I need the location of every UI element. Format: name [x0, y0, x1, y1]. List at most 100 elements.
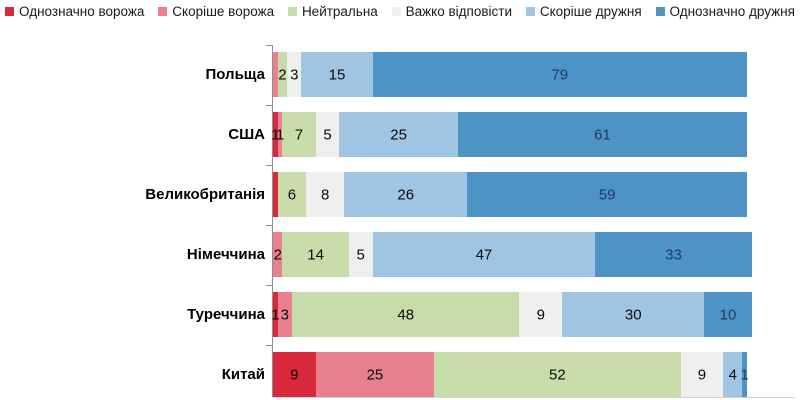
segment-value-label: 5 — [323, 126, 332, 143]
bar-segment-series-0: 9 — [273, 352, 316, 397]
segment-value-label: 26 — [397, 186, 415, 203]
legend: Однозначно ворожа Скоріше ворожа Нейтральн… — [5, 3, 795, 19]
segment-value-label: 1 — [271, 126, 280, 143]
legend-item-3: Важко відповісти — [391, 3, 513, 19]
segment-value-label: 5 — [356, 246, 365, 263]
bar-segment-series-3: 3 — [287, 52, 302, 97]
stacked-bar: 1 3 48 9 30 10 — [271, 292, 752, 337]
bar-segment-series-1: 25 — [315, 352, 435, 397]
y-axis-tick-3 — [266, 225, 272, 226]
segment-value-label: 1 — [275, 126, 285, 143]
segment-value-label: 1 — [740, 366, 749, 383]
bar-segment-series-2: 2 — [277, 52, 288, 97]
bar-segment-series-3: 5 — [348, 232, 373, 277]
segment-value-label: 4 — [728, 366, 737, 383]
bar-segment-series-0: 1 — [271, 112, 280, 157]
legend-item-0: Однозначно ворожа — [5, 4, 144, 19]
stacked-bar: 2 14 5 47 33 — [273, 232, 752, 277]
legend-item-4: Скоріше дружня — [525, 3, 642, 19]
chart-row-4: Туреччина 1 3 48 9 30 10 — [0, 285, 800, 345]
x-axis-baseline — [272, 397, 795, 398]
bar-segment-series-4: 4 — [723, 352, 743, 397]
category-label: Великобританія — [145, 186, 265, 203]
legend-label-0: Однозначно ворожа — [19, 3, 145, 19]
y-axis-tick-0 — [266, 45, 272, 46]
segment-value-label: 14 — [307, 246, 324, 263]
segment-value-label: 7 — [294, 126, 304, 143]
bar-segment-series-3: 5 — [315, 112, 340, 157]
segment-value-label: 15 — [328, 66, 346, 83]
segment-value-label: 6 — [287, 186, 297, 203]
bar-segment-series-5: 79 — [372, 52, 747, 97]
bar-segment-series-1: 3 — [277, 292, 292, 337]
legend-item-5: Однозначно дружня — [655, 3, 795, 19]
bar-segment-series-0: 1 — [271, 292, 280, 337]
segment-value-label: 9 — [290, 366, 299, 383]
legend-item-2: Нейтральна — [287, 3, 378, 19]
bar-segment-series-3: 9 — [680, 352, 724, 397]
category-label: Німеччина — [186, 246, 265, 263]
stacked-bar: 6 8 26 59 — [273, 172, 747, 217]
stacked-bar: 9 25 52 9 4 1 — [273, 352, 749, 397]
legend-label-2: Нейтральна — [301, 3, 378, 19]
legend-item-1: Скоріше ворожа — [158, 4, 274, 19]
category-label: Китай — [221, 366, 265, 383]
segment-value-label: 3 — [290, 66, 299, 83]
chart-row-3: Німеччина 2 14 5 47 33 — [0, 225, 800, 285]
bar-segment-series-0 — [273, 172, 278, 217]
segment-value-label: 25 — [390, 126, 407, 143]
segment-value-label: 61 — [594, 126, 611, 143]
bar-segment-series-2: 7 — [282, 112, 316, 157]
segment-value-label: 59 — [598, 186, 616, 203]
bar-segment-series-1: 2 — [273, 232, 283, 277]
category-label: Туреччина — [187, 306, 265, 323]
bar-segment-series-2: 52 — [434, 352, 681, 397]
legend-swatch-2 — [287, 6, 297, 16]
segment-value-label: 9 — [536, 306, 545, 323]
segment-value-label: 2 — [278, 66, 287, 83]
legend-label-5: Однозначно дружня — [669, 3, 795, 19]
bar-segment-series-5: 61 — [457, 112, 747, 157]
segment-value-label: 3 — [280, 306, 290, 323]
chart-row-2: Великобританія 6 8 26 59 — [0, 165, 800, 225]
segment-value-label: 25 — [366, 366, 384, 383]
segment-value-label: 47 — [475, 246, 493, 263]
segment-value-label: 30 — [624, 306, 642, 323]
segment-value-label: 33 — [665, 246, 682, 263]
stacked-bar: 2 3 15 79 — [273, 52, 747, 97]
category-label: США — [228, 126, 265, 143]
segment-value-label: 52 — [549, 366, 566, 383]
bar-segment-series-5: 59 — [467, 172, 747, 217]
segment-value-label: 9 — [697, 366, 707, 383]
chart-row-1: США 1 1 7 5 25 61 — [0, 105, 800, 165]
legend-swatch-5 — [655, 6, 665, 16]
segment-value-label: 2 — [273, 246, 282, 263]
segment-value-label: 1 — [271, 306, 280, 323]
bar-segment-series-4: 26 — [344, 172, 468, 217]
y-axis-tick-4 — [266, 285, 272, 286]
segment-value-label: 79 — [551, 66, 569, 83]
legend-label-3: Важко відповісти — [405, 3, 513, 19]
category-label: Польща — [205, 66, 265, 83]
legend-swatch-3 — [391, 6, 401, 16]
stacked-bar: 1 1 7 5 25 61 — [271, 112, 747, 157]
bar-segment-series-2: 48 — [291, 292, 520, 337]
bar-segment-series-1: 1 — [275, 112, 285, 157]
legend-swatch-4 — [525, 6, 535, 16]
legend-swatch-1 — [158, 6, 168, 16]
legend-label-1: Скоріше ворожа — [172, 3, 275, 19]
segment-value-label: 8 — [320, 186, 330, 203]
chart-row-0: Польща 2 3 15 79 — [0, 45, 800, 105]
bar-segment-series-5: 33 — [595, 232, 752, 277]
bar-segment-series-1 — [273, 52, 278, 97]
segment-value-label: 48 — [397, 306, 415, 323]
bar-segment-series-4: 25 — [339, 112, 458, 157]
bar-segment-series-2: 6 — [277, 172, 307, 217]
segment-value-label: 10 — [719, 306, 737, 323]
bar-segment-series-4: 30 — [562, 292, 705, 337]
chart-row-5: Китай 9 25 52 9 4 1 — [0, 345, 800, 400]
legend-label-4: Скоріше дружня — [539, 3, 642, 19]
bar-segment-series-4: 47 — [372, 232, 596, 277]
